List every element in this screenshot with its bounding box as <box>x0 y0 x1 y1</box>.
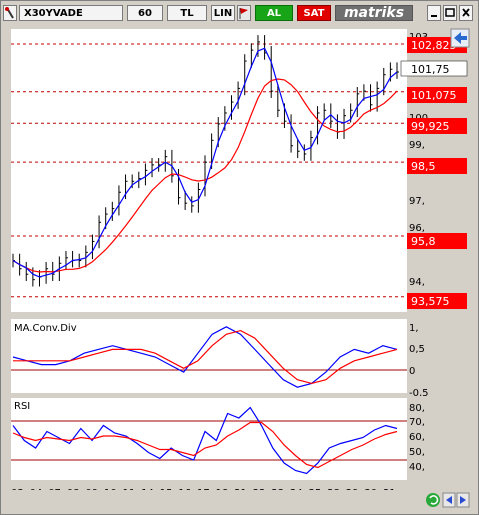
price-tick: 99, <box>409 140 425 151</box>
pin-button[interactable] <box>3 5 17 21</box>
rsi-ma-line <box>12 421 398 469</box>
close-icon <box>462 8 470 17</box>
level-badge-text: 98,5 <box>411 160 436 173</box>
x-axis-label: 08 <box>67 488 80 490</box>
currency-label: TL <box>180 8 194 19</box>
price-bars <box>12 35 399 287</box>
x-axis-label: 25 <box>309 488 322 490</box>
x-axis-label: 07 <box>48 488 61 490</box>
level-badge <box>407 233 467 249</box>
macd-tick: -0,5 <box>409 388 429 399</box>
macd-signal-line <box>13 329 398 385</box>
arrow-left-icon <box>454 32 467 44</box>
price-level-lines <box>11 43 407 298</box>
price-tick: 96, <box>409 223 425 234</box>
x-axis-label: 23 <box>271 488 284 490</box>
x-axis-label: 15 <box>160 488 173 490</box>
rsi-tick: 80, <box>409 403 425 414</box>
macd-tick: 0 <box>409 366 415 377</box>
scale-selector[interactable]: LIN <box>211 5 235 21</box>
x-axis-label: 30 <box>364 488 377 490</box>
current-price-text: 101,75 <box>411 63 450 76</box>
x-axis-label: 22 <box>253 488 266 490</box>
macd-tick: 1, <box>409 323 419 334</box>
x-axis-label: 16 <box>178 488 191 490</box>
maximize-button[interactable] <box>443 5 457 21</box>
period-label: 60 <box>138 8 152 19</box>
level-badge-text: 95,8 <box>411 235 436 248</box>
nav-controls <box>425 490 473 510</box>
rsi-plot <box>11 398 407 480</box>
x-axis-label: 31 <box>383 488 396 490</box>
level-badge <box>407 118 467 134</box>
chart-toolbar: X30YVADE 60 TL LIN AL SAT matriks <box>3 5 476 23</box>
triangle-left-icon <box>446 496 452 504</box>
price-tick: 97, <box>409 196 425 207</box>
x-axis-label: 29 <box>346 488 359 490</box>
minimize-button[interactable] <box>427 5 441 21</box>
level-badge-text: 101,075 <box>411 89 457 102</box>
maximize-icon <box>445 8 455 17</box>
level-badge <box>407 87 467 103</box>
rsi-tick: 50, <box>409 447 425 458</box>
level-badge-text: 102,825 <box>411 39 457 52</box>
symbol-label: X30YVADE <box>24 8 83 19</box>
price-plot <box>11 29 407 312</box>
sell-label: SAT <box>303 8 325 19</box>
pin-icon <box>5 7 14 19</box>
level-badge-text: 93,575 <box>411 295 450 308</box>
brand-logo: matriks <box>335 5 413 21</box>
rsi-title: RSI <box>14 401 30 412</box>
chart-area: 103, 100, 99, 97, 96, 94, 102,825 101,75… <box>9 27 472 490</box>
price-ma-long-line <box>12 78 398 273</box>
scroll-left-button[interactable] <box>442 492 456 508</box>
scale-label: LIN <box>213 8 233 19</box>
refresh-button[interactable] <box>426 493 440 507</box>
price-tick: 94, <box>409 277 425 288</box>
period-selector[interactable]: 60 <box>127 5 163 21</box>
buy-label: AL <box>266 8 282 19</box>
x-axis-label: 04 <box>30 488 43 490</box>
macd-line <box>12 326 398 388</box>
rsi-tick: 70, <box>409 417 425 428</box>
x-axis-label: 14 <box>141 488 154 490</box>
level-badge <box>407 158 467 174</box>
flag-icon <box>239 8 248 19</box>
x-axis-label: 11 <box>123 488 136 490</box>
macd-tick: 0,5 <box>409 344 425 355</box>
current-price-badge <box>400 60 468 77</box>
level-badge <box>407 293 467 309</box>
x-axis-label: 21 <box>234 488 247 490</box>
rsi-tick: 40, <box>409 462 425 473</box>
macd-title: MA.Conv.Div <box>14 323 77 334</box>
close-button[interactable] <box>459 5 473 21</box>
x-axis-label: 24 <box>290 488 303 490</box>
x-axis-label: 10 <box>104 488 117 490</box>
x-axis: 03 04 07 08 09 10 11 14 15 16 17 18 21 22 23 24 25 28 29 30… <box>11 488 396 490</box>
side-arrow-button[interactable] <box>450 28 470 48</box>
symbol-selector[interactable]: X30YVADE <box>19 5 123 21</box>
triangle-right-icon <box>460 496 466 504</box>
x-axis-label: 17 <box>197 488 210 490</box>
buy-button[interactable]: AL <box>255 5 293 21</box>
rsi-line <box>12 406 398 475</box>
x-axis-label: 03 <box>11 488 24 490</box>
price-ma-short-line <box>12 47 398 278</box>
minimize-icon <box>431 15 437 17</box>
x-axis-label: 18 <box>216 488 229 490</box>
rsi-tick: 60, <box>409 432 425 443</box>
sell-button[interactable]: SAT <box>297 5 331 21</box>
brand-text: matriks <box>343 5 405 21</box>
scroll-right-button[interactable] <box>456 492 470 508</box>
level-badge-text: 99,925 <box>411 120 450 133</box>
x-axis-label: 28 <box>327 488 340 490</box>
currency-selector[interactable]: TL <box>167 5 207 21</box>
x-axis-label: 09 <box>85 488 98 490</box>
flag-button[interactable] <box>237 5 251 21</box>
